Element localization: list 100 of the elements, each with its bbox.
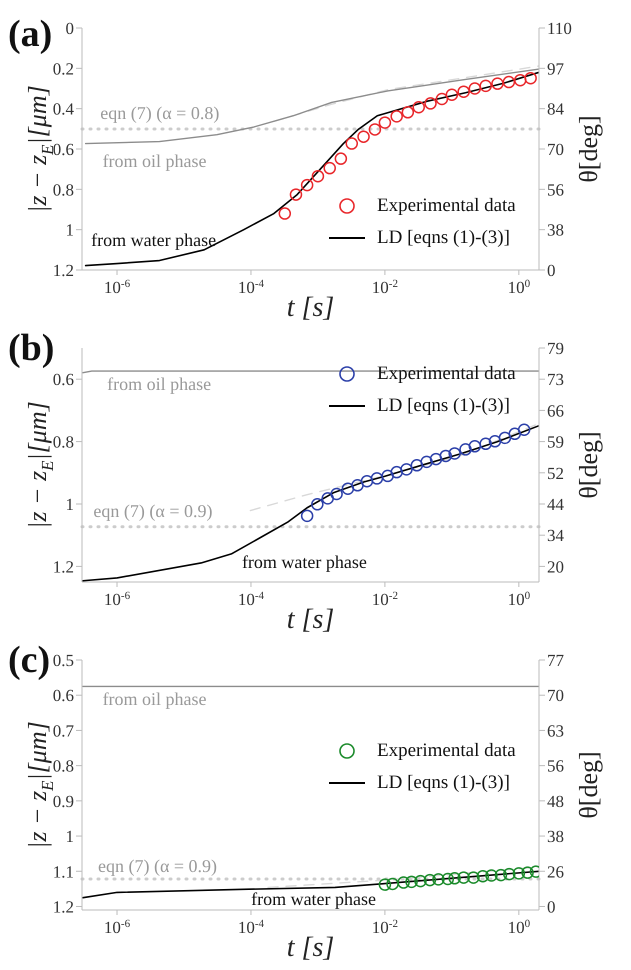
point (412, 101, 425, 114)
x-tick-label: 10$^{-6}$ (104, 278, 131, 297)
annotation: from oil phase (102, 688, 207, 708)
category-label: 20 (547, 557, 564, 576)
category-label: 26 (547, 862, 564, 882)
category-label: 63 (547, 721, 564, 740)
point (468, 440, 482, 453)
annotation: from oil phase (107, 374, 212, 394)
point (357, 130, 370, 143)
category-label: 110 (547, 19, 572, 38)
point (402, 106, 414, 119)
category-label: 77 (547, 651, 564, 670)
category-label: 84 (547, 100, 564, 119)
y-tick-label: 0 (66, 19, 74, 38)
x-tick-label: 10$^{-4}$ (238, 590, 265, 609)
point (346, 137, 358, 150)
y-tick-label: 0.6 (52, 140, 74, 160)
category-label: 52 (547, 464, 564, 483)
legend-label: LD [eqns (1)-(3)] (377, 226, 510, 250)
y-tick-label: 1 (66, 495, 74, 514)
point (311, 498, 324, 511)
category-label: 73 (547, 370, 564, 390)
point (400, 463, 413, 476)
point (494, 868, 508, 882)
point (290, 188, 302, 201)
y-tick-label: 0.6 (52, 686, 74, 706)
point (524, 72, 537, 84)
annotation: from water phase (242, 552, 367, 572)
x-tick-label: 10$^{-2}$ (372, 590, 398, 609)
y-tick-label: 0.7 (52, 721, 74, 740)
category-label: 56 (547, 756, 564, 776)
legend-label: LD [eqns (1)-(3)] (377, 394, 510, 418)
point (503, 868, 516, 880)
point (479, 80, 492, 92)
point (512, 867, 526, 880)
point (410, 459, 424, 472)
y-tick-label: 0.9 (52, 792, 74, 811)
category-label: 70 (547, 140, 564, 160)
y-tick-label: 0.8 (52, 432, 74, 452)
point (370, 472, 384, 485)
x-axis-title: t [s] (286, 932, 334, 963)
x-tick-label: 10$^{0}$ (508, 278, 531, 297)
point (397, 876, 410, 889)
point (360, 474, 374, 488)
point (414, 874, 427, 888)
point (300, 510, 314, 522)
point (479, 438, 492, 450)
x-tick-label: 10$^{0}$ (508, 918, 531, 937)
category-label: 34 (547, 526, 564, 546)
point (300, 178, 314, 192)
y-tick-label: 0.2 (52, 59, 74, 78)
chart-title: (b) (8, 327, 54, 369)
category-label: 66 (547, 401, 564, 420)
point (424, 97, 437, 110)
y-tick-label: 1 (66, 220, 74, 240)
category-label: 0 (547, 261, 556, 280)
legend-label: Experimental data (377, 194, 516, 218)
y-tick-label: 1.2 (52, 898, 74, 917)
x-tick-label: 10$^{-6}$ (104, 590, 131, 609)
point (312, 170, 324, 182)
point (321, 492, 334, 505)
chart-title: (c) (8, 639, 50, 681)
category-label: 56 (547, 180, 564, 200)
category-label: 59 (547, 432, 564, 452)
point (485, 869, 498, 882)
y-tick-label: 0.5 (52, 651, 74, 670)
y-tick-label: 1 (66, 827, 74, 846)
category-label: 70 (547, 686, 564, 706)
annotation: eqn (7) (α = 0.9) (98, 856, 218, 876)
point (386, 878, 399, 890)
category-label: 38 (547, 827, 564, 846)
point (278, 207, 292, 220)
x-axis-title: t [s] (286, 292, 334, 323)
annotation: eqn (7) (α = 0.8) (100, 102, 220, 123)
x-tick-label: 10$^{-2}$ (372, 918, 398, 937)
point (330, 488, 343, 500)
point (432, 873, 445, 886)
point (405, 876, 418, 888)
y-tick-label: 1.2 (52, 261, 74, 280)
category-label: 38 (547, 220, 564, 240)
point (476, 870, 490, 882)
y2-axis-title: θ[deg] (574, 751, 603, 819)
point (442, 872, 454, 886)
x-tick-label: 10$^{-6}$ (104, 918, 131, 937)
x-tick-label: 10$^{-4}$ (238, 278, 265, 297)
point (430, 452, 442, 466)
point (368, 123, 382, 136)
y-tick-label: 0.8 (52, 180, 74, 200)
point (518, 423, 530, 436)
category-label: 48 (547, 792, 564, 811)
point (467, 871, 480, 884)
annotation: from water phase (251, 888, 376, 909)
y-tick-label: 0.8 (52, 756, 74, 776)
chart-title: (a) (8, 13, 52, 55)
legend-label: Experimental data (377, 739, 516, 763)
point (439, 450, 452, 462)
x-tick-label: 10$^{-4}$ (238, 918, 265, 937)
point (420, 456, 433, 468)
category-label: 44 (547, 495, 564, 514)
point (448, 447, 461, 460)
